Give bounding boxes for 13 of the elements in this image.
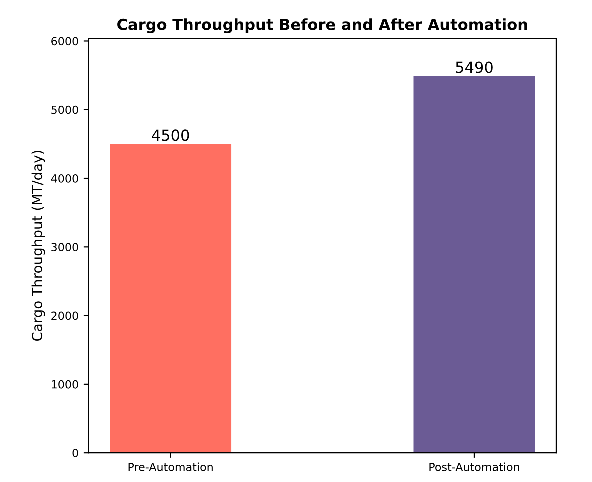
y-tick-label: 1000 — [52, 380, 78, 389]
y-tick-label: 2000 — [52, 312, 78, 320]
y-axis-title: Cargo Throughput (MT/day) — [32, 151, 46, 342]
y-tick-label: 0 — [72, 449, 78, 458]
chart-title: Cargo Throughput Before and After Automation — [118, 18, 528, 34]
y-tick-label: 3000 — [52, 243, 78, 252]
y-tick-label: 6000 — [52, 37, 78, 46]
y-tick-label: 5000 — [52, 106, 78, 114]
x-tick-label: Pre-Automation — [128, 462, 213, 472]
data-label: 4500 — [152, 130, 190, 142]
y-tick-label: 4000 — [51, 174, 78, 183]
data-label: 5490 — [456, 62, 493, 74]
x-tick-label: Post-Automation — [430, 462, 520, 472]
